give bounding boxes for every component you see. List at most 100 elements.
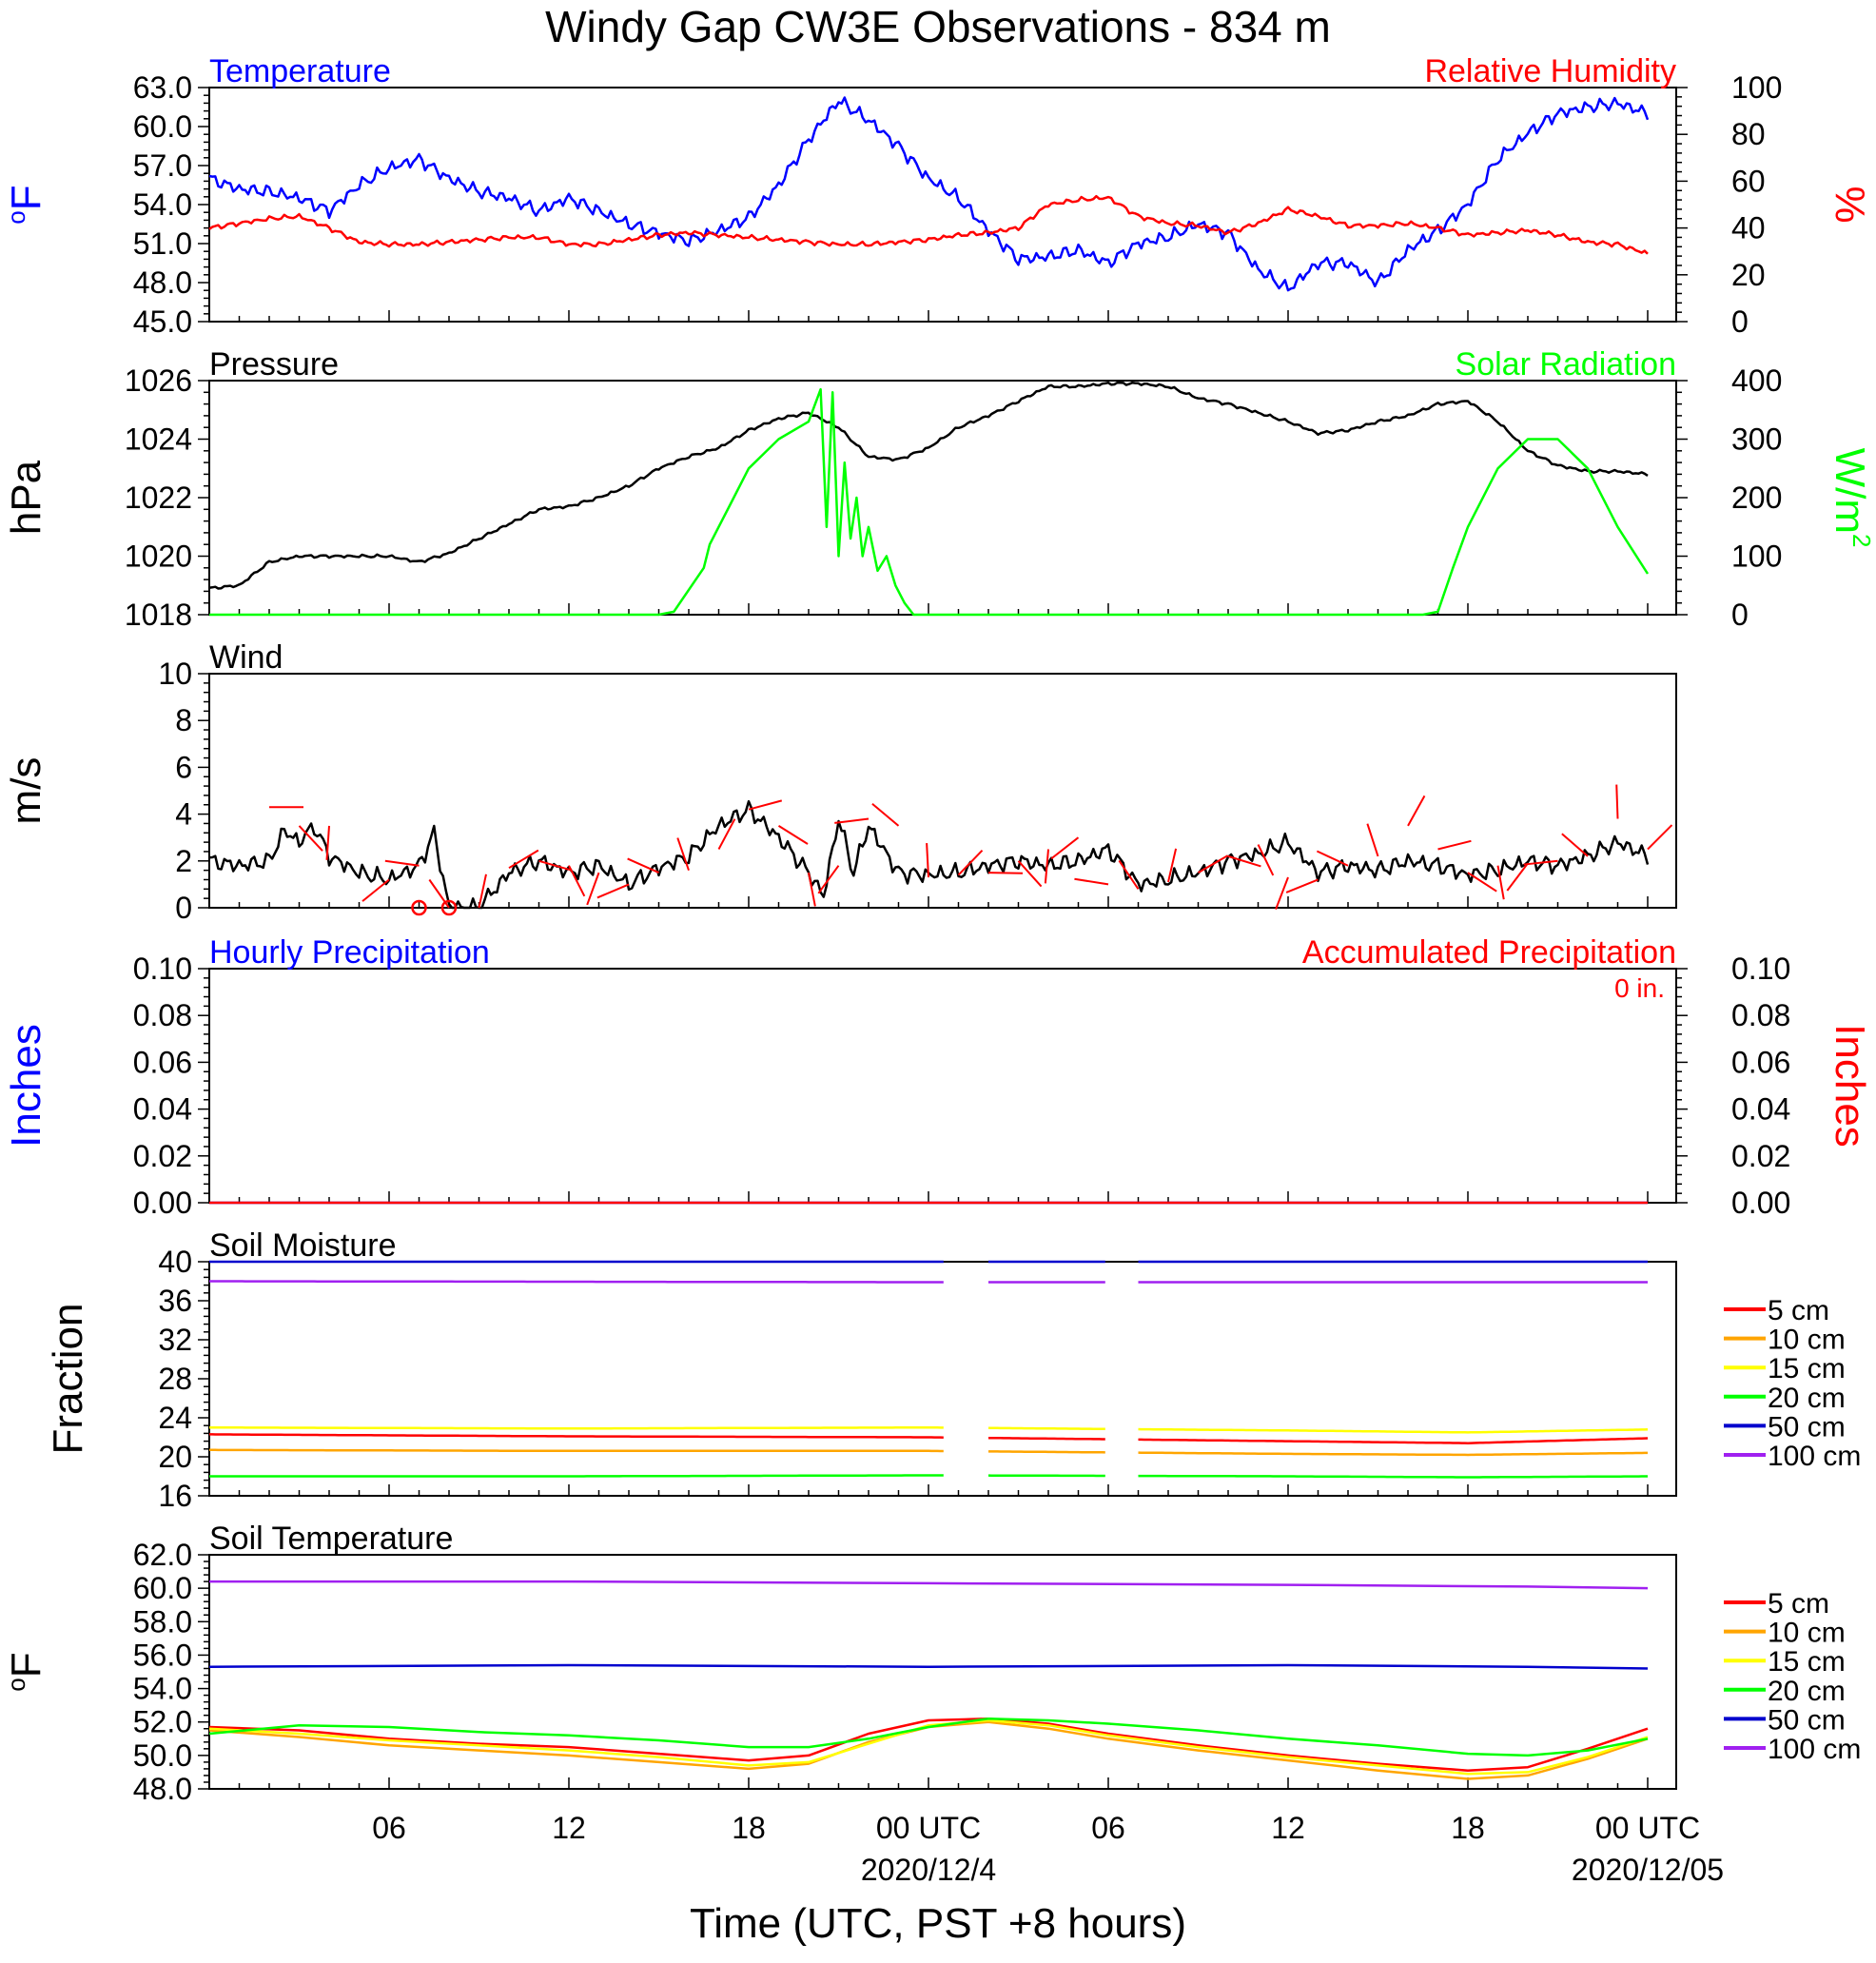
panel-frame (209, 1262, 1676, 1496)
wind-barb (569, 866, 584, 896)
y-axis-title: Fraction (45, 1304, 91, 1455)
y2-axis-title: W/m2 (1827, 448, 1876, 548)
wind-barbs (269, 785, 1671, 914)
y2-tick-label: 0 (1731, 598, 1749, 632)
series-temperature (209, 98, 1648, 291)
x-tick-label: 00 UTC (1595, 1811, 1700, 1845)
wind-barb (1276, 877, 1288, 910)
y2-tick-label: 0.08 (1731, 998, 1790, 1032)
panel-frame (209, 969, 1676, 1203)
y-tick-label: 32 (158, 1323, 192, 1357)
panel-title-left: Soil Temperature (209, 1521, 453, 1557)
wind-barb (597, 884, 629, 897)
y-tick-label: 58.0 (133, 1604, 192, 1639)
y-tick-label: 60.0 (133, 1571, 192, 1605)
legend-entry: 50 cm (1768, 1411, 1846, 1443)
y-tick-label: 2 (175, 844, 192, 878)
y2-axis-title: Inches (1827, 1024, 1873, 1148)
y2-axis-title: % (1827, 186, 1873, 223)
panel-title-left: Wind (209, 639, 283, 676)
y2-tick-label: 0.04 (1731, 1092, 1790, 1127)
panel-frame (209, 381, 1676, 615)
wind-barb (1228, 856, 1260, 867)
y-tick-label: 20 (158, 1440, 192, 1474)
y-axis-title: oF (2, 185, 49, 224)
y2-tick-label: 60 (1731, 164, 1766, 198)
series-50-cm (209, 1665, 1648, 1669)
panel-frame (209, 88, 1676, 322)
panel-pressure_solar: 102610241022102010184003002001000Pressur… (3, 346, 1876, 632)
y-tick-label: 0.08 (133, 998, 192, 1032)
y-tick-label: 36 (158, 1284, 192, 1318)
y-tick-label: 1022 (125, 481, 192, 515)
x-tick-label: 06 (1091, 1811, 1125, 1845)
legend-entry: 15 cm (1768, 1353, 1846, 1384)
series-relative-humidity (209, 196, 1648, 254)
y-tick-label: 1018 (125, 598, 192, 632)
y-tick-label: 24 (158, 1401, 192, 1435)
wind-barb (1616, 785, 1617, 819)
wind-barb (749, 800, 782, 809)
x-date-label: 2020/12/4 (861, 1853, 996, 1887)
series-100-cm (209, 1282, 944, 1283)
panel-title-right: Accumulated Precipitation (1302, 934, 1676, 971)
wind-barb (1367, 824, 1378, 856)
y-tick-label: 1024 (125, 422, 192, 457)
x-tick-label: 12 (1271, 1811, 1305, 1845)
legend-entry: 100 cm (1768, 1734, 1861, 1765)
legend-entry: 5 cm (1768, 1295, 1829, 1326)
y-tick-label: 0.00 (133, 1186, 192, 1220)
legend-entry: 15 cm (1768, 1646, 1846, 1678)
panel-title-left: Temperature (209, 53, 391, 89)
y-axis-title: oF (2, 1652, 49, 1691)
y-tick-label: 60.0 (133, 109, 192, 144)
y2-tick-label: 0.02 (1731, 1139, 1790, 1173)
series-10-cm (988, 1451, 1105, 1452)
wind-barb (677, 838, 689, 871)
series-5-cm (988, 1438, 1105, 1439)
y-tick-label: 0.04 (133, 1092, 192, 1127)
y-tick-label: 48.0 (133, 1772, 192, 1806)
y2-tick-label: 400 (1731, 363, 1782, 398)
y2-tick-label: 0 (1731, 304, 1749, 339)
y-tick-label: 0.10 (133, 952, 192, 986)
y2-tick-label: 0.06 (1731, 1045, 1790, 1079)
y2-tick-label: 100 (1731, 70, 1782, 105)
y-tick-label: 62.0 (133, 1538, 192, 1572)
series-100-cm (209, 1581, 1648, 1588)
legend-entry: 5 cm (1768, 1588, 1829, 1619)
y-tick-label: 8 (175, 703, 192, 737)
chart-panels: 63.060.057.054.051.048.045.0100806040200… (2, 53, 1876, 1806)
y-axis-title: hPa (3, 460, 49, 535)
wind-barb (988, 873, 1023, 874)
y-tick-label: 63.0 (133, 70, 192, 105)
y2-tick-label: 0.10 (1731, 952, 1790, 986)
wind-barb (362, 879, 389, 901)
series-wind (209, 801, 1648, 908)
y2-tick-label: 40 (1731, 211, 1766, 245)
series-5-cm (1139, 1439, 1649, 1443)
y-tick-label: 4 (175, 797, 192, 832)
y-tick-label: 6 (175, 750, 192, 784)
series-pressure (209, 383, 1648, 588)
x-tick-label: 06 (372, 1811, 406, 1845)
x-tick-label: 12 (552, 1811, 586, 1845)
legend-entry: 10 cm (1768, 1618, 1846, 1649)
y-tick-label: 56.0 (133, 1638, 192, 1672)
y-tick-label: 0.02 (133, 1139, 192, 1173)
wind-barb (509, 851, 538, 869)
series-15-cm (1139, 1429, 1649, 1432)
wind-barb (385, 861, 420, 866)
legend-entry: 20 cm (1768, 1383, 1846, 1414)
panel-temp_rh: 63.060.057.054.051.048.045.0100806040200… (2, 53, 1873, 339)
y2-tick-label: 100 (1731, 540, 1782, 574)
x-tick-label: 18 (732, 1811, 766, 1845)
y-tick-label: 45.0 (133, 304, 192, 339)
y-tick-label: 51.0 (133, 226, 192, 261)
series-20-cm (1139, 1476, 1649, 1477)
y2-tick-label: 80 (1731, 117, 1766, 151)
chart-title: Windy Gap CW3E Observations - 834 m (545, 2, 1331, 51)
